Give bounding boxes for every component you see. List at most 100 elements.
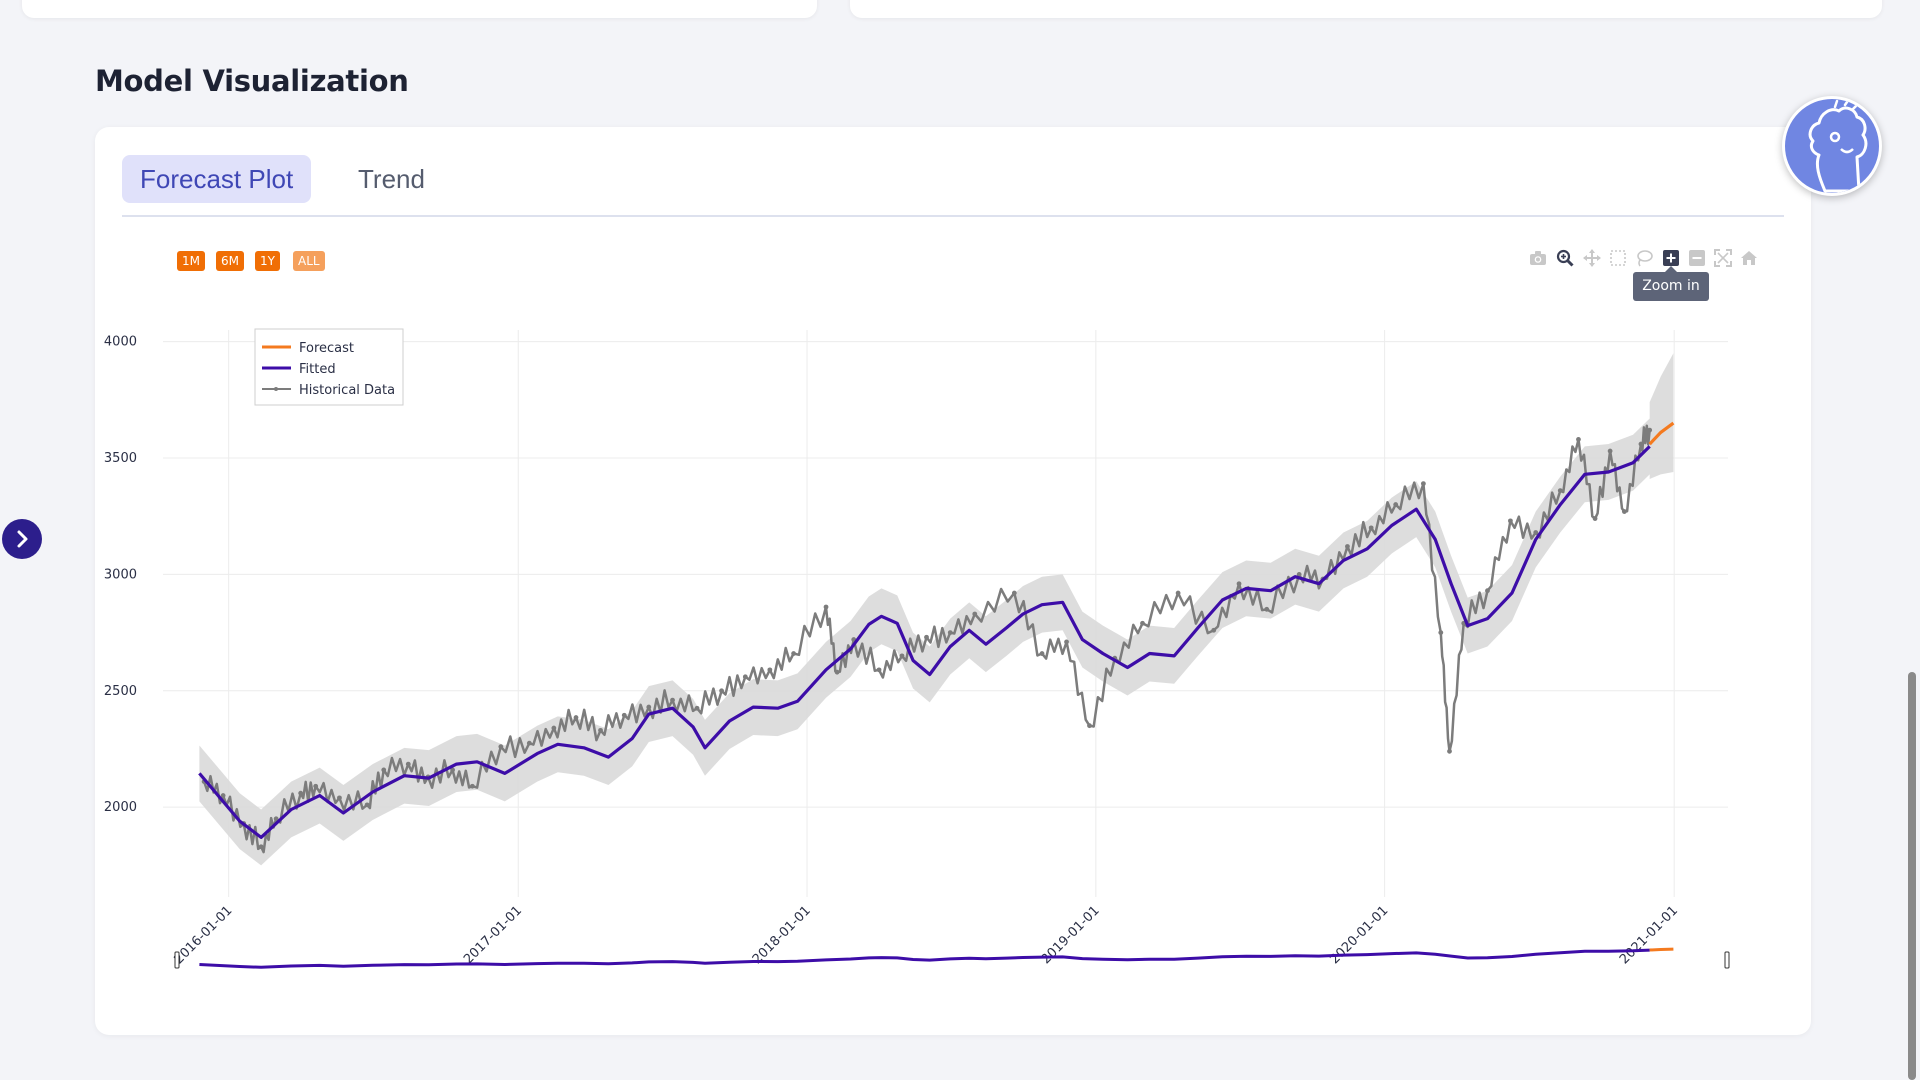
- reset-axes-icon[interactable]: [1739, 248, 1759, 268]
- historical-data-point[interactable]: [1607, 448, 1613, 454]
- tab-trend[interactable]: Trend: [340, 155, 443, 203]
- historical-data-point[interactable]: [742, 674, 748, 680]
- historical-data-line[interactable]: [202, 424, 1651, 854]
- historical-data-point[interactable]: [1087, 723, 1092, 729]
- historical-data-point[interactable]: [1039, 651, 1045, 656]
- top-card-right: [850, 0, 1882, 18]
- historical-data-point[interactable]: [1368, 525, 1374, 531]
- assistant-avatar[interactable]: [1782, 96, 1882, 196]
- forecast-line[interactable]: [1648, 421, 1675, 446]
- historical-data-point[interactable]: [573, 715, 579, 720]
- range-button-1y[interactable]: 1Y: [255, 251, 280, 271]
- historical-data-point[interactable]: [1296, 572, 1302, 577]
- historical-data-point[interactable]: [313, 783, 319, 789]
- historical-data-point[interactable]: [1140, 620, 1145, 626]
- historical-data-point[interactable]: [551, 725, 557, 731]
- zoom-in-icon[interactable]: [1661, 248, 1681, 268]
- historical-data-point[interactable]: [364, 802, 370, 808]
- historical-data-point[interactable]: [1211, 627, 1217, 633]
- historical-data-point[interactable]: [1011, 590, 1017, 596]
- mascot-icon: [1808, 99, 1868, 193]
- historical-data-point[interactable]: [947, 630, 953, 635]
- range-button-6m[interactable]: 6M: [216, 251, 244, 271]
- historical-data-point[interactable]: [1064, 639, 1069, 645]
- zoom-out-icon[interactable]: [1687, 248, 1707, 268]
- slider-fitted-line: [199, 948, 1650, 969]
- historical-data-point[interactable]: [598, 727, 603, 733]
- historical-data-point[interactable]: [220, 793, 226, 798]
- historical-data-point[interactable]: [526, 740, 532, 746]
- historical-data-point[interactable]: [1621, 509, 1627, 514]
- historical-data-point[interactable]: [1508, 518, 1513, 524]
- range-button-all[interactable]: ALL: [293, 251, 325, 271]
- box-select-icon[interactable]: [1608, 248, 1628, 268]
- chart-legend[interactable]: Forecast Fitted Historical Data: [254, 328, 404, 406]
- historical-data-point[interactable]: [1592, 516, 1598, 521]
- historical-data-point[interactable]: [823, 604, 829, 610]
- historical-data-point[interactable]: [899, 653, 905, 659]
- camera-icon[interactable]: [1528, 248, 1548, 268]
- range-button-1m[interactable]: 1M: [177, 251, 205, 271]
- historical-data-point[interactable]: [1264, 606, 1270, 612]
- historical-data-point[interactable]: [498, 744, 504, 750]
- top-card-left: [22, 0, 817, 18]
- historical-data-point[interactable]: [791, 651, 796, 656]
- legend-fitted-label[interactable]: Fitted: [299, 362, 336, 377]
- chart-series: [198, 421, 1675, 854]
- forecast-chart[interactable]: 2000 2500 3000 3500 4000 2016-01-01 2017-01-01…: [95, 127, 1811, 1035]
- historical-data-point[interactable]: [405, 761, 411, 767]
- historical-data-point[interactable]: [1576, 437, 1581, 442]
- tab-bar: Forecast Plot Trend: [122, 155, 1784, 217]
- forecast-card: Forecast Plot Trend 1M 6M 1Y ALL Zoom in…: [95, 127, 1811, 1035]
- pan-icon[interactable]: [1582, 248, 1602, 268]
- historical-data-point[interactable]: [1345, 544, 1350, 549]
- axes: 2000 2500 3000 3500 4000 2016-01-01 2017-01-01…: [104, 335, 1681, 968]
- historical-data-point[interactable]: [337, 795, 342, 801]
- slider-handle-left[interactable]: [174, 951, 180, 969]
- historical-data-point[interactable]: [258, 844, 264, 850]
- y-tick-label: 3500: [104, 451, 137, 466]
- historical-data-point[interactable]: [1533, 530, 1539, 535]
- uncertainty-band: [199, 353, 1674, 866]
- scrollbar-thumb[interactable]: [1908, 672, 1916, 1080]
- historical-data-point[interactable]: [1638, 441, 1644, 447]
- historical-data-point[interactable]: [298, 790, 304, 796]
- historical-data-point[interactable]: [1438, 630, 1444, 635]
- tab-forecast-plot[interactable]: Forecast Plot: [122, 155, 312, 203]
- historical-data-point[interactable]: [694, 705, 700, 711]
- slider-handle-right[interactable]: [1724, 951, 1730, 969]
- legend-forecast-label[interactable]: Forecast: [299, 341, 354, 356]
- lasso-icon[interactable]: [1634, 248, 1654, 268]
- y-tick-label: 2500: [104, 684, 137, 699]
- range-slider[interactable]: [174, 947, 1730, 969]
- historical-data-point[interactable]: [834, 669, 840, 675]
- historical-data-point[interactable]: [273, 816, 279, 822]
- historical-data-point[interactable]: [1236, 581, 1242, 587]
- historical-data-point[interactable]: [381, 767, 387, 773]
- autoscale-icon[interactable]: [1713, 248, 1733, 268]
- historical-data-point[interactable]: [1175, 590, 1181, 596]
- zoom-icon[interactable]: [1555, 248, 1575, 268]
- historical-data-point[interactable]: [719, 688, 724, 694]
- legend-historical-label[interactable]: Historical Data: [299, 383, 395, 398]
- zoom-in-tooltip: Zoom in: [1633, 266, 1709, 301]
- historical-data-point[interactable]: [450, 767, 455, 773]
- slider-forecast-line: [1649, 947, 1674, 952]
- historical-data-point[interactable]: [469, 783, 475, 789]
- historical-data-point[interactable]: [876, 667, 882, 673]
- fitted-line[interactable]: [198, 445, 1651, 839]
- historical-data-point[interactable]: [621, 712, 627, 718]
- historical-data-point[interactable]: [767, 667, 773, 673]
- historical-data-point[interactable]: [1447, 748, 1452, 754]
- historical-data-point[interactable]: [1647, 427, 1653, 433]
- historical-data-point[interactable]: [1420, 481, 1426, 487]
- historical-data-point[interactable]: [1485, 588, 1490, 594]
- historical-data-point[interactable]: [1393, 502, 1399, 507]
- expand-sidebar-button[interactable]: [2, 519, 42, 559]
- historical-data-point[interactable]: [646, 704, 652, 710]
- historical-data-point[interactable]: [670, 697, 675, 703]
- historical-data-point[interactable]: [972, 611, 978, 617]
- historical-data-point[interactable]: [924, 634, 929, 640]
- historical-data-point[interactable]: [1557, 488, 1563, 494]
- y-tick-label: 4000: [104, 335, 137, 350]
